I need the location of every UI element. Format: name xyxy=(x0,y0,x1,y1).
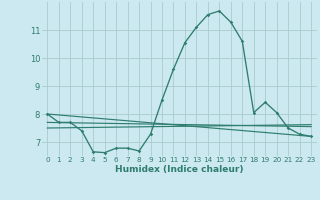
X-axis label: Humidex (Indice chaleur): Humidex (Indice chaleur) xyxy=(115,165,244,174)
